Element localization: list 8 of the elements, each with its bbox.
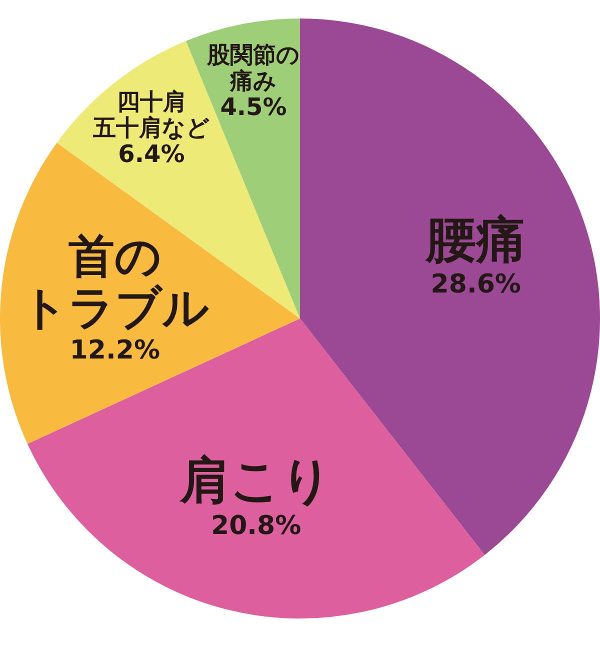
data-label: 28.6% <box>430 270 521 300</box>
slice-label: 肩こり <box>179 452 332 510</box>
slice-label: 腰痛 <box>424 210 526 268</box>
data-label: 12.2% <box>70 336 160 366</box>
data-label: 4.5% <box>220 93 287 122</box>
data-label: 6.4% <box>118 140 185 168</box>
data-label: 20.8% <box>210 510 302 541</box>
slice-label: 首のトラブル <box>20 229 209 335</box>
